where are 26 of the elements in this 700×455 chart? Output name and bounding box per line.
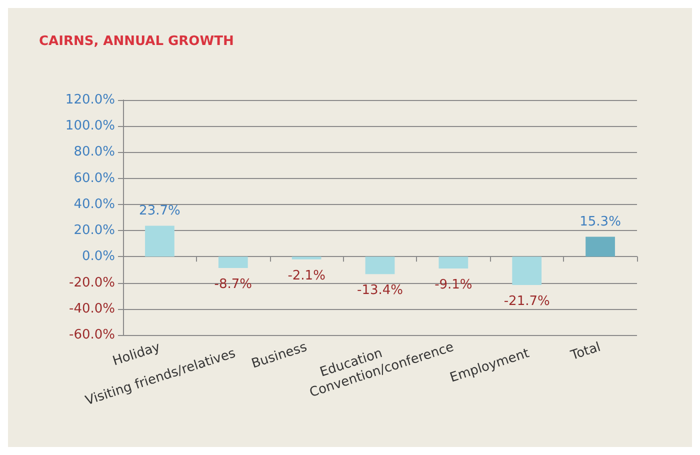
x-tick-label: Total (568, 340, 603, 364)
data-label: 23.7% (139, 204, 180, 219)
y-tick-label: 100.0% (65, 118, 115, 134)
y-tick-label: 80.0% (74, 144, 115, 160)
y-tick-label: 20.0% (74, 223, 115, 238)
y-tick-label: -40.0% (69, 301, 115, 316)
data-label: -8.7% (214, 277, 252, 292)
y-tick-label: -20.0% (69, 275, 115, 290)
data-label: 15.3% (580, 214, 621, 230)
y-tick-label: 0.0% (82, 249, 115, 264)
data-label: -21.7% (504, 294, 550, 309)
y-tick-label: 60.0% (74, 170, 115, 186)
bar (438, 256, 468, 269)
y-tick-label: 40.0% (74, 196, 115, 212)
y-tick-label: -60.0% (69, 328, 115, 342)
chart-title: CAIRNS, ANNUAL GROWTH (39, 34, 234, 49)
bar (586, 236, 615, 257)
bar (512, 256, 542, 285)
data-label: -2.1% (288, 268, 326, 284)
bar (292, 256, 322, 260)
bar (145, 226, 174, 257)
bar (218, 256, 248, 268)
bar (365, 256, 395, 274)
data-label: -13.4% (357, 283, 403, 298)
data-label: -9.1% (434, 278, 472, 293)
y-tick-label: 120.0% (65, 92, 115, 108)
